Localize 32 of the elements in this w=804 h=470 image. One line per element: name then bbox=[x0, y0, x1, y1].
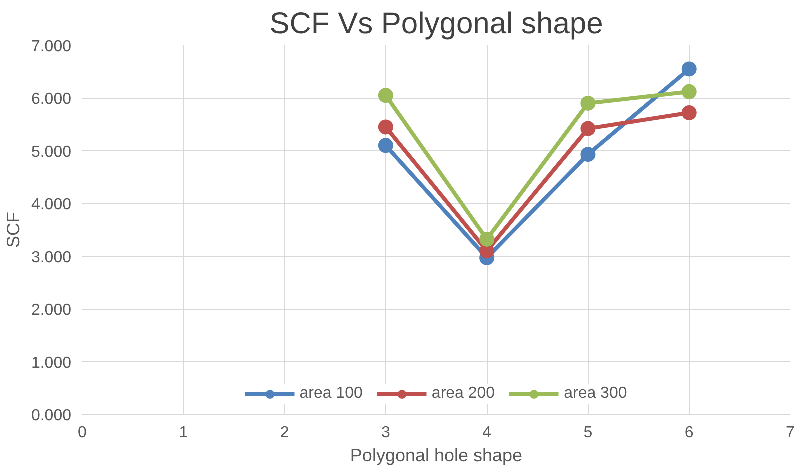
y-tick-label: 7.000 bbox=[31, 38, 72, 56]
point bbox=[682, 105, 697, 120]
legend-label: area 200 bbox=[432, 385, 496, 403]
y-tick-label: 2.000 bbox=[31, 302, 72, 320]
x-tick-label: 5 bbox=[584, 424, 593, 442]
y-tick-label: 0.000 bbox=[31, 408, 72, 424]
point bbox=[580, 121, 596, 136]
point bbox=[682, 62, 697, 77]
x-tick-label: 3 bbox=[381, 424, 390, 442]
legend-label: area 300 bbox=[564, 385, 628, 403]
legend-label: area 100 bbox=[300, 385, 363, 403]
x-tick-label: 1 bbox=[179, 424, 188, 442]
y-axis-title: SCF bbox=[3, 212, 24, 248]
x-tick-label: 4 bbox=[482, 424, 492, 442]
point bbox=[378, 88, 394, 104]
point bbox=[580, 96, 596, 111]
y-tick-label: 1.000 bbox=[31, 354, 72, 372]
x-axis-title: Polygonal hole shape bbox=[350, 446, 523, 466]
point bbox=[580, 147, 596, 162]
x-tick-label: 7 bbox=[786, 424, 796, 442]
y-tick-label: 6.000 bbox=[31, 91, 72, 108]
y-tick-label: 5.000 bbox=[31, 144, 72, 161]
y-tick-label: 4.000 bbox=[31, 196, 72, 214]
chart-title: SCF Vs Polygonal shape bbox=[270, 8, 604, 40]
x-tick-label: 2 bbox=[280, 424, 290, 442]
point bbox=[378, 120, 394, 135]
x-tick-label: 0 bbox=[78, 424, 88, 442]
point bbox=[480, 232, 495, 247]
point bbox=[682, 84, 697, 100]
y-tick-label: 3.000 bbox=[31, 249, 72, 266]
x-tick-label: 6 bbox=[684, 424, 694, 442]
point bbox=[378, 138, 394, 154]
